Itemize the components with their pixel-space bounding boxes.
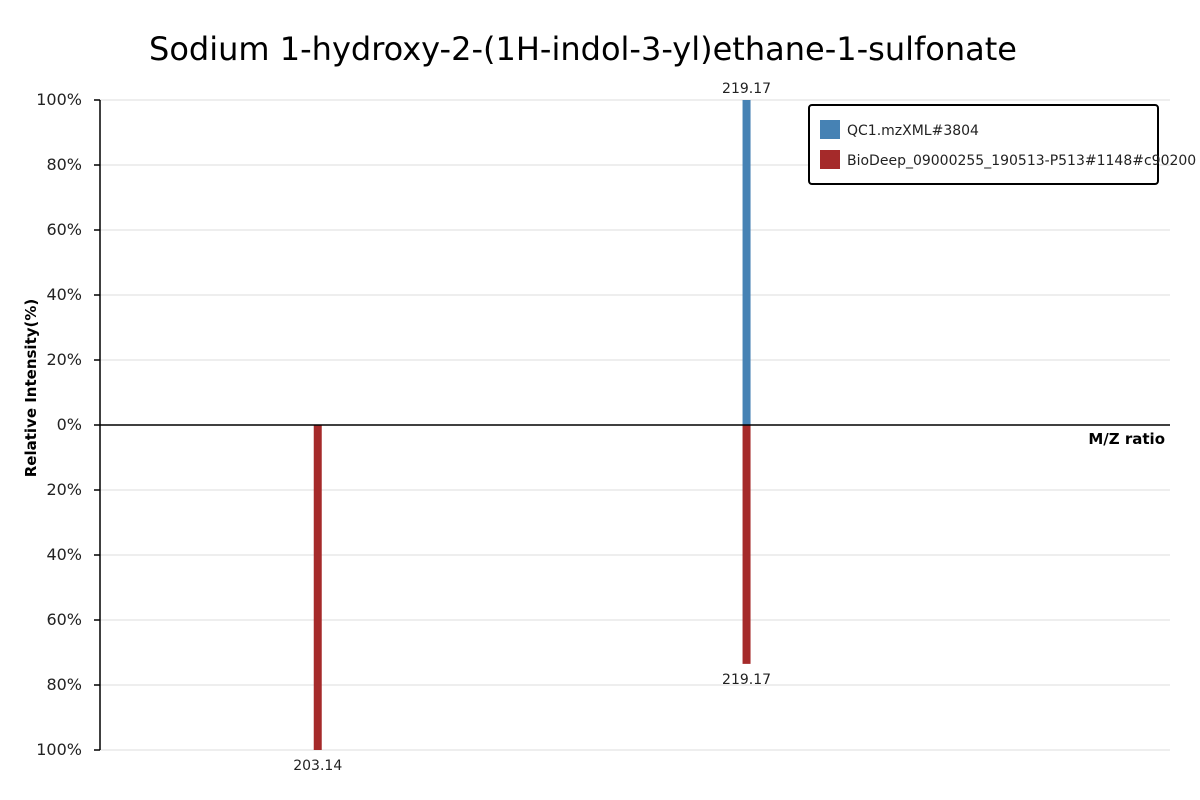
legend: QC1.mzXML#3804 BioDeep_09000255_190513-P… <box>808 104 1196 185</box>
legend-swatch-biodeep <box>820 150 840 169</box>
grid-layer <box>100 99 1170 751</box>
peak-label: 203.14 <box>293 758 342 774</box>
peak-bar <box>313 425 322 750</box>
y-tick-label: 20% <box>46 350 82 369</box>
x-axis-label: M/Z ratio <box>1088 430 1165 448</box>
peak-bar <box>742 425 751 664</box>
y-tick-label: 60% <box>46 220 82 239</box>
legend-box <box>808 104 1159 185</box>
peak-bar <box>742 100 751 425</box>
y-axis-label: Relative Intensity(%) <box>22 299 40 478</box>
y-tick-label: 80% <box>46 155 82 174</box>
legend-label-biodeep: BioDeep_09000255_190513-P513#1148#c90200 <box>847 153 1196 169</box>
y-tick-label: 100% <box>36 740 82 759</box>
y-tick-label: 40% <box>46 545 82 564</box>
bar-layer: 219.17 203.14 219.17 <box>293 81 771 774</box>
peak-label: 219.17 <box>722 672 771 688</box>
peak-label: 219.17 <box>722 81 771 97</box>
y-tick-label: 60% <box>46 610 82 629</box>
y-tick-label: 100% <box>36 90 82 109</box>
axis-layer: 100% 80% 60% 40% 20% 0% 20% 40% 60% 80% 100% <box>36 90 1170 759</box>
legend-swatch-qc1 <box>820 120 840 139</box>
chart-title: Sodium 1-hydroxy-2-(1H-indol-3-yl)ethane… <box>149 30 1017 68</box>
legend-label-qc1: QC1.mzXML#3804 <box>847 123 979 139</box>
y-tick-label: 40% <box>46 285 82 304</box>
y-tick-label: 20% <box>46 480 82 499</box>
y-tick-label: 80% <box>46 675 82 694</box>
y-tick-label: 0% <box>57 415 82 434</box>
